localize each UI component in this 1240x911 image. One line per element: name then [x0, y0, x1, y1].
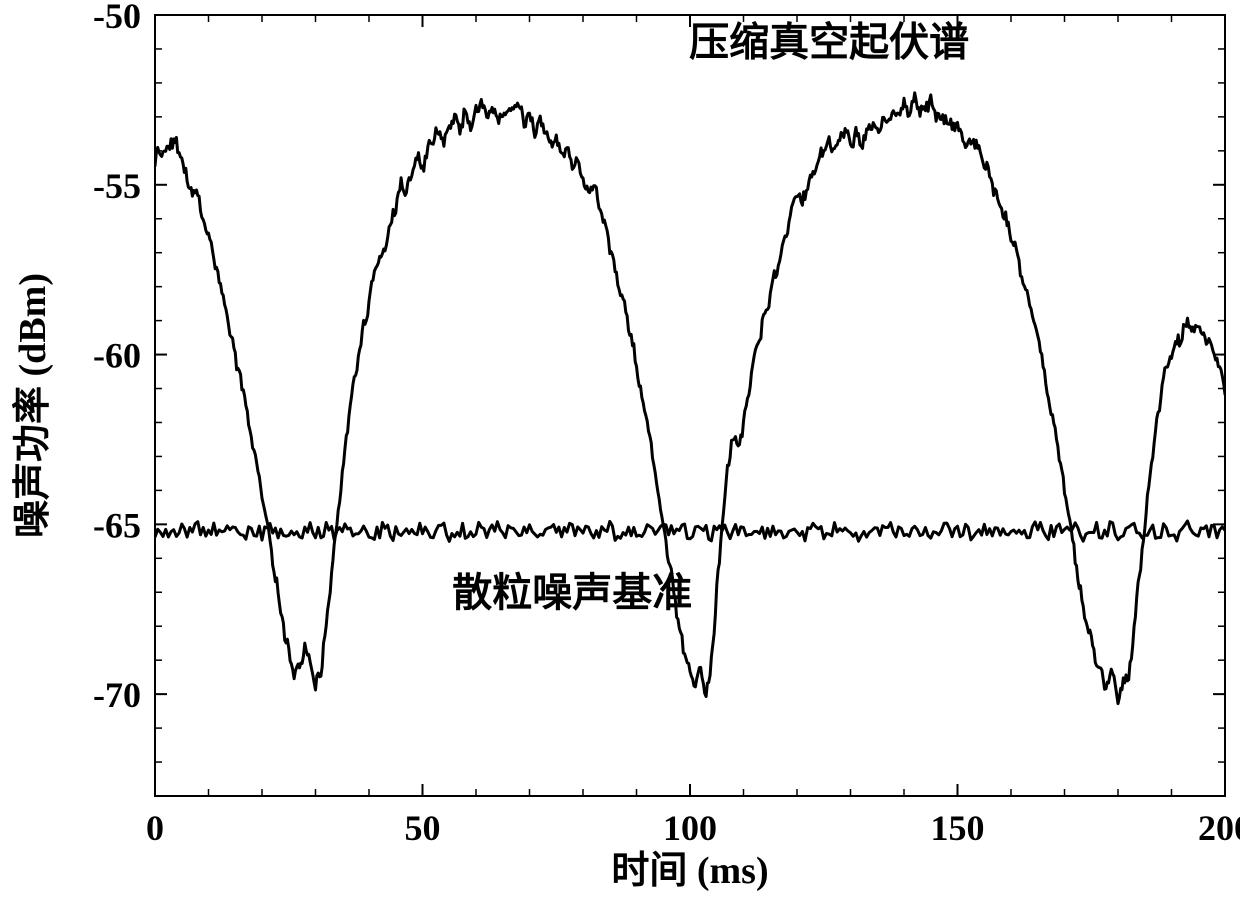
- x-axis-label: 时间 (ms): [611, 850, 768, 892]
- y-tick-label: -70: [93, 675, 141, 715]
- chart-svg: -70 -65 -60 -55 -50 0 50 100 150 200 时间 (ms) 噪声功率 (…: [0, 0, 1240, 911]
- chart-annotation: 压缩真空起伏谱: [689, 20, 969, 65]
- y-tick-label: -55: [93, 166, 141, 206]
- chart-annotation: 散粒噪声基准: [452, 570, 692, 615]
- y-tick-label: -50: [93, 0, 141, 36]
- x-tick-label: 150: [931, 808, 985, 848]
- y-tick-label: -65: [93, 505, 141, 545]
- x-tick-label: 0: [146, 808, 164, 848]
- x-tick-label: 50: [405, 808, 441, 848]
- noise-power-chart: -70 -65 -60 -55 -50 0 50 100 150 200 时间 (ms) 噪声功率 (…: [0, 0, 1240, 911]
- x-tick-label: 100: [663, 808, 717, 848]
- x-tick-label: 200: [1198, 808, 1240, 848]
- chart-bg: [0, 0, 1240, 911]
- y-axis-label: 噪声功率 (dBm): [12, 273, 54, 538]
- y-tick-label: -60: [93, 336, 141, 376]
